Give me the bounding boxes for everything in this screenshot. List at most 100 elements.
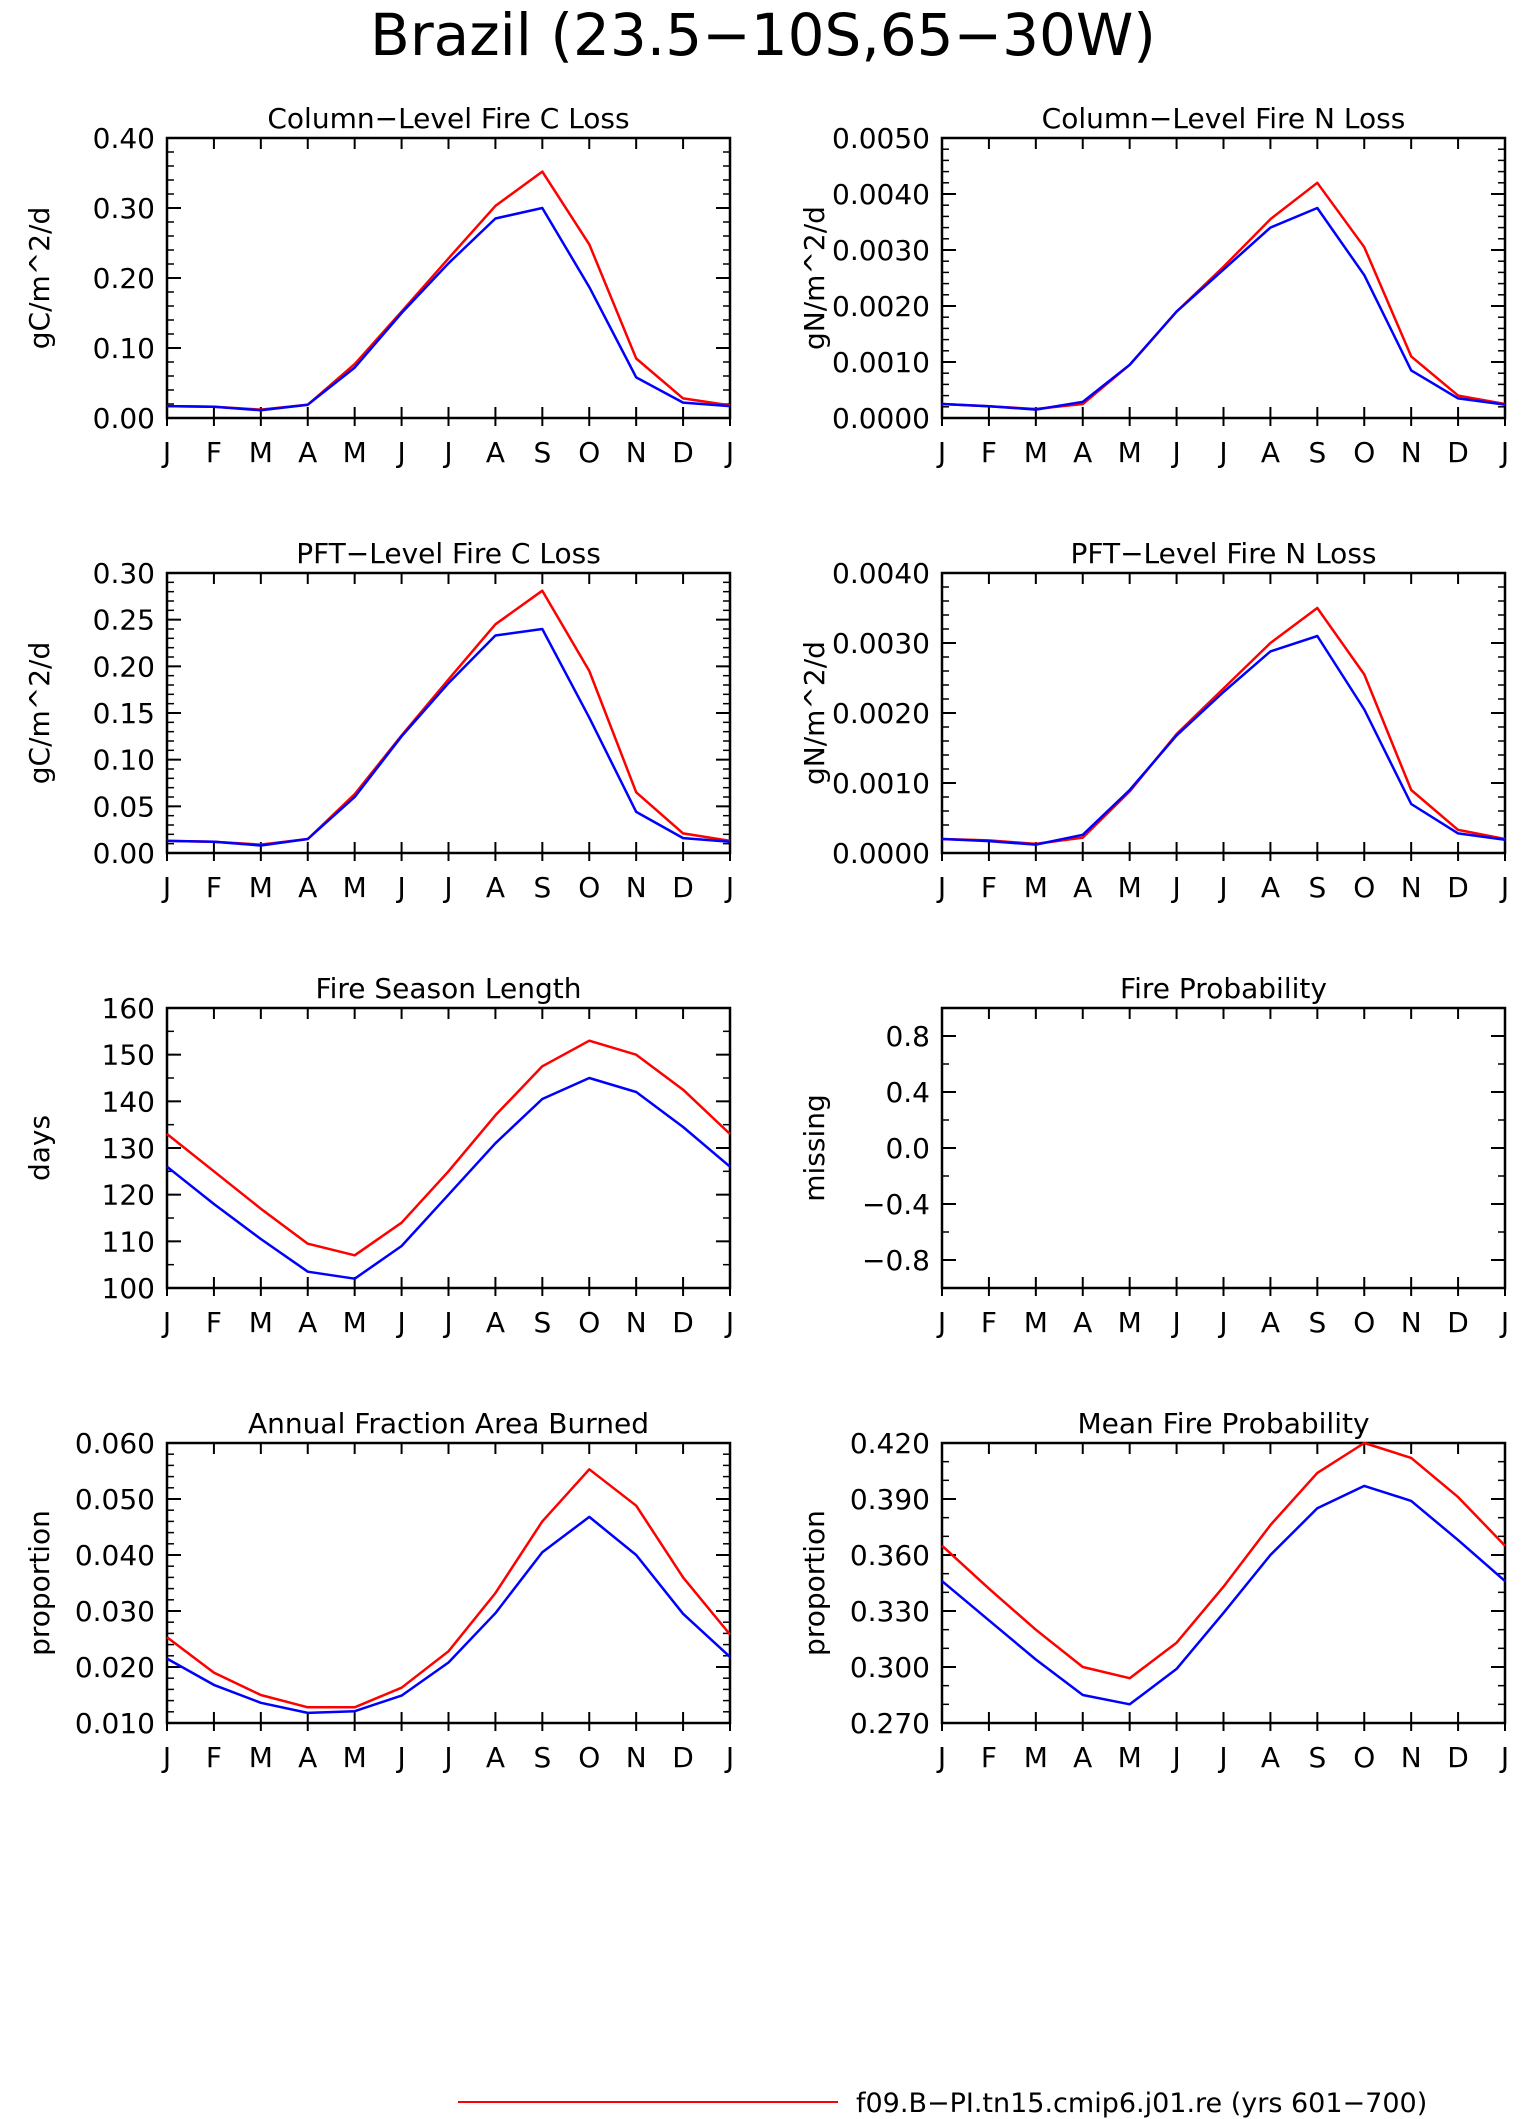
x-tick-label: D [1447, 871, 1469, 904]
y-axis-label: proportion [23, 1510, 56, 1656]
x-tick-label: O [578, 871, 600, 904]
x-tick-label: N [1401, 1741, 1422, 1774]
x-tick-label: J [442, 871, 452, 904]
y-tick-label: −0.8 [862, 1244, 930, 1277]
x-tick-label: S [1308, 436, 1326, 469]
x-tick-label: J [161, 1306, 171, 1339]
x-tick-label: M [249, 1306, 273, 1339]
x-tick-label: M [249, 871, 273, 904]
x-tick-label: J [1170, 436, 1180, 469]
x-tick-label: F [206, 1306, 222, 1339]
y-tick-label: 140 [102, 1085, 155, 1118]
x-tick-label: J [442, 1306, 452, 1339]
x-tick-label: D [672, 1306, 694, 1339]
y-tick-label: 0.040 [75, 1539, 155, 1572]
chart-title: Fire Probability [1120, 972, 1327, 1005]
y-tick-label: 0.0 [885, 1132, 930, 1165]
x-tick-label: D [672, 436, 694, 469]
x-tick-label: J [724, 871, 734, 904]
x-tick-label: M [1118, 1306, 1142, 1339]
x-tick-label: M [1024, 1306, 1048, 1339]
x-tick-label: A [1073, 871, 1092, 904]
x-tick-label: D [1447, 1306, 1469, 1339]
x-tick-label: J [1499, 436, 1509, 469]
y-tick-label: 160 [102, 992, 155, 1025]
y-tick-label: 0.30 [93, 192, 155, 225]
x-tick-label: N [1401, 871, 1422, 904]
x-tick-label: J [442, 1741, 452, 1774]
x-tick-label: J [395, 1306, 405, 1339]
series-line-blue [166, 1515, 731, 1715]
x-tick-label: M [343, 1306, 367, 1339]
x-tick-label: J [724, 1306, 734, 1339]
y-tick-label: 0.0010 [832, 346, 930, 379]
x-tick-label: J [1217, 871, 1227, 904]
chart-title: Annual Fraction Area Burned [248, 1407, 649, 1440]
y-tick-label: 0.330 [850, 1595, 930, 1628]
x-tick-label: J [724, 436, 734, 469]
y-axis-label: missing [798, 1094, 831, 1202]
series-line-blue [166, 206, 731, 412]
x-tick-label: M [1024, 871, 1048, 904]
y-tick-label: 0.0020 [832, 697, 930, 730]
y-tick-label: 0.020 [75, 1651, 155, 1684]
y-tick-label: 0.060 [75, 1427, 155, 1460]
x-tick-label: J [442, 436, 452, 469]
series-line-blue [941, 634, 1506, 846]
y-tick-label: 0.420 [850, 1427, 930, 1460]
y-tick-label: 0.0040 [832, 557, 930, 590]
x-tick-label: F [206, 871, 222, 904]
x-tick-label: A [486, 1741, 505, 1774]
plot-frame [165, 571, 732, 855]
x-tick-label: S [533, 871, 551, 904]
x-tick-label: J [1217, 1741, 1227, 1774]
y-tick-label: 0.10 [93, 744, 155, 777]
x-tick-label: A [298, 1306, 317, 1339]
y-tick-label: 0.20 [93, 650, 155, 683]
x-tick-label: N [1401, 1306, 1422, 1339]
x-tick-label: D [672, 1741, 694, 1774]
y-tick-label: 0.0010 [832, 767, 930, 800]
x-tick-label: J [161, 871, 171, 904]
x-tick-label: A [298, 436, 317, 469]
x-tick-label: J [1217, 1306, 1227, 1339]
y-tick-label: 0.0000 [832, 837, 930, 870]
x-tick-label: D [1447, 1741, 1469, 1774]
plot-frame [165, 1441, 732, 1725]
y-tick-label: 0.05 [93, 790, 155, 823]
x-tick-label: J [724, 1741, 734, 1774]
y-tick-label: 0.25 [93, 604, 155, 637]
y-tick-label: 0.010 [75, 1707, 155, 1740]
y-tick-label: −0.4 [862, 1188, 930, 1221]
x-tick-label: J [1217, 436, 1227, 469]
x-tick-label: J [395, 1741, 405, 1774]
x-tick-label: O [578, 1306, 600, 1339]
y-tick-label: 0.0020 [832, 290, 930, 323]
plot-frame [165, 1006, 732, 1290]
series-line-red [166, 1039, 731, 1257]
x-tick-label: S [1308, 1306, 1326, 1339]
x-tick-label: F [206, 1741, 222, 1774]
series-line-blue [166, 1076, 731, 1280]
x-tick-label: D [672, 871, 694, 904]
y-axis-label: days [23, 1115, 56, 1181]
y-tick-label: 0.00 [93, 402, 155, 435]
x-tick-label: O [1353, 1306, 1375, 1339]
chart-title: Column−Level Fire C Loss [267, 102, 629, 135]
x-tick-label: J [395, 871, 405, 904]
x-tick-label: A [298, 1741, 317, 1774]
x-tick-label: F [981, 1306, 997, 1339]
x-tick-label: M [343, 436, 367, 469]
x-tick-label: N [626, 871, 647, 904]
x-tick-label: J [1499, 1741, 1509, 1774]
x-tick-label: O [578, 1741, 600, 1774]
x-tick-label: N [626, 436, 647, 469]
x-tick-label: M [1118, 871, 1142, 904]
